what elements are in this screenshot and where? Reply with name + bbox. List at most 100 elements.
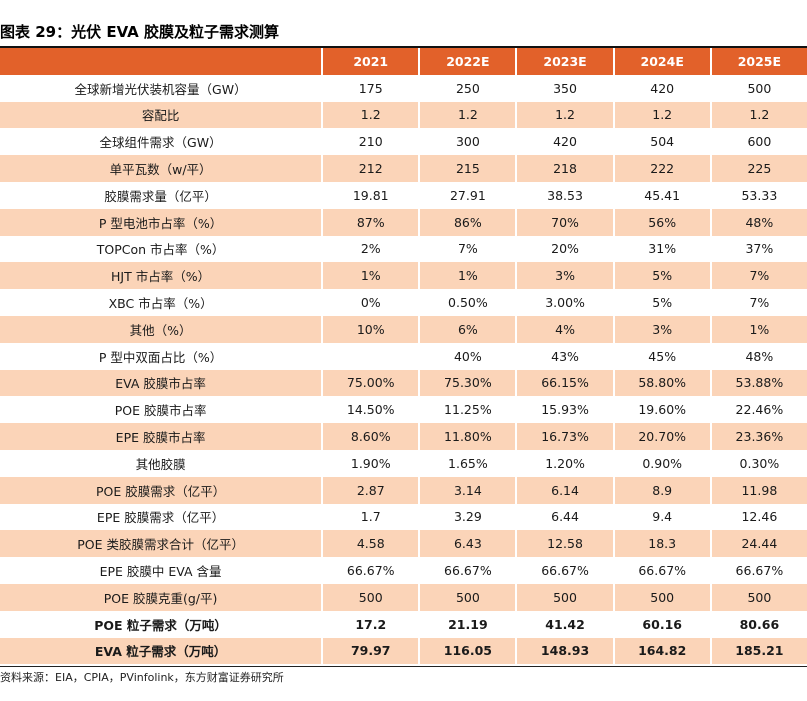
table-cell: 210 [321, 128, 419, 156]
table-cell: 0.30% [709, 449, 807, 477]
row-label: HJT 市占率（%） [0, 262, 322, 290]
table-cell: 0% [321, 289, 419, 316]
row-label: 其他胶膜 [0, 449, 322, 477]
table-cell [321, 342, 419, 370]
table-cell: 1.90% [321, 449, 419, 477]
table-cell: 600 [709, 128, 807, 156]
table-cell: 3.14 [418, 476, 516, 504]
table-cell: 420 [612, 74, 710, 102]
table-cell: 37% [709, 235, 807, 263]
table-cell: 66.67% [612, 557, 710, 584]
table-cell: 1.2 [418, 101, 516, 129]
table-cell: 500 [418, 583, 516, 611]
table-row: EPE 胶膜市占率 8.60% 11.80% 16.73% 20.70% 23.36% [0, 423, 807, 450]
table-cell: 9.4 [612, 503, 710, 531]
table-row: P 型中双面占比（%） 40% 43% 45% 48% [0, 342, 807, 370]
row-label: 全球组件需求（GW） [0, 128, 322, 156]
table-cell: 45% [612, 342, 710, 370]
row-label: EVA 粒子需求（万吨） [0, 637, 322, 665]
table-cell: 5% [612, 262, 710, 290]
table-cell: 58.80% [612, 369, 710, 397]
row-label: 胶膜需求量（亿平） [0, 181, 322, 209]
table-row: 全球新增光伏装机容量（GW） 175 250 350 420 500 [0, 74, 807, 102]
table-cell: 1.2 [515, 101, 613, 129]
column-header: 2024E [612, 48, 710, 75]
table-row: EPE 胶膜需求（亿平） 1.7 3.29 6.44 9.4 12.46 [0, 503, 807, 531]
column-header: 2022E [418, 48, 516, 75]
row-label: POE 类胶膜需求合计（亿平） [0, 530, 322, 558]
table-cell: 43% [515, 342, 613, 370]
table-cell: 8.60% [321, 423, 419, 450]
table-cell: 1.2 [321, 101, 419, 129]
table-cell: 300 [418, 128, 516, 156]
row-label: EVA 胶膜市占率 [0, 369, 322, 397]
table-row: 容配比 1.2 1.2 1.2 1.2 1.2 [0, 101, 807, 129]
table-row: P 型电池市占率（%） 87% 86% 70% 56% 48% [0, 208, 807, 236]
table-row: POE 粒子需求（万吨） 17.2 21.19 41.42 60.16 80.66 [0, 610, 807, 638]
column-header: 2023E [515, 48, 613, 75]
table-cell: 6.44 [515, 503, 613, 531]
table-cell: 27.91 [418, 181, 516, 209]
table-row: 胶膜需求量（亿平） 19.81 27.91 38.53 45.41 53.33 [0, 181, 807, 209]
table-cell: 500 [709, 583, 807, 611]
data-table: 2021 2022E 2023E 2024E 2025E 全球新增光伏装机容量（… [0, 48, 807, 665]
table-cell: 218 [515, 155, 613, 182]
table-cell: 12.58 [515, 530, 613, 558]
table-cell: 8.9 [612, 476, 710, 504]
table-cell: 6.14 [515, 476, 613, 504]
table-cell: 11.98 [709, 476, 807, 504]
table-cell: 4.58 [321, 530, 419, 558]
table-cell: 3% [612, 315, 710, 343]
table-cell: 7% [709, 289, 807, 316]
table-cell: 56% [612, 208, 710, 236]
table-cell: 420 [515, 128, 613, 156]
table-cell: 22.46% [709, 396, 807, 424]
table-cell: 185.21 [709, 637, 807, 665]
table-cell: 175 [321, 74, 419, 102]
row-label: EPE 胶膜中 EVA 含量 [0, 557, 322, 584]
row-label: EPE 胶膜需求（亿平） [0, 503, 322, 531]
row-label: 容配比 [0, 101, 322, 129]
row-label: POE 粒子需求（万吨） [0, 610, 322, 638]
table-row: POE 胶膜需求（亿平） 2.87 3.14 6.14 8.9 11.98 [0, 476, 807, 504]
table-cell: 19.60% [612, 396, 710, 424]
table-cell: 250 [418, 74, 516, 102]
table-cell: 16.73% [515, 423, 613, 450]
table-cell: 45.41 [612, 181, 710, 209]
header-row: 2021 2022E 2023E 2024E 2025E [0, 48, 807, 75]
row-label: P 型中双面占比（%） [0, 342, 322, 370]
table-cell: 19.81 [321, 181, 419, 209]
table-cell: 48% [709, 208, 807, 236]
table-cell: 66.67% [709, 557, 807, 584]
table-cell: 148.93 [515, 637, 613, 665]
table-cell: 38.53 [515, 181, 613, 209]
table-cell: 1.2 [612, 101, 710, 129]
table-cell: 66.67% [418, 557, 516, 584]
table-cell: 20.70% [612, 423, 710, 450]
row-label: POE 胶膜克重(g/平) [0, 583, 322, 611]
table-row: 全球组件需求（GW） 210 300 420 504 600 [0, 128, 807, 156]
bottom-rule [0, 666, 807, 667]
table-cell: 212 [321, 155, 419, 182]
table-cell: 15.93% [515, 396, 613, 424]
table-cell: 3.29 [418, 503, 516, 531]
table-cell: 1.65% [418, 449, 516, 477]
table-row: HJT 市占率（%） 1% 1% 3% 5% 7% [0, 262, 807, 290]
table-cell: 164.82 [612, 637, 710, 665]
table-cell: 75.00% [321, 369, 419, 397]
table-row: EVA 粒子需求（万吨） 79.97 116.05 148.93 164.82 185.2… [0, 637, 807, 665]
table-row: EPE 胶膜中 EVA 含量 66.67% 66.67% 66.67% 66.67% 66… [0, 557, 807, 584]
table-cell: 31% [612, 235, 710, 263]
table-cell: 11.80% [418, 423, 516, 450]
table-row: EVA 胶膜市占率 75.00% 75.30% 66.15% 58.80% 53.88% [0, 369, 807, 397]
row-label: 其他（%） [0, 315, 322, 343]
table-row: POE 胶膜市占率 14.50% 11.25% 15.93% 19.60% 22.46% [0, 396, 807, 424]
row-label: POE 胶膜需求（亿平） [0, 476, 322, 504]
column-header: 2025E [709, 48, 807, 75]
table-cell: 3% [515, 262, 613, 290]
table-cell: 53.88% [709, 369, 807, 397]
header-corner [0, 48, 322, 75]
table-row: 其他（%） 10% 6% 4% 3% 1% [0, 315, 807, 343]
table-cell: 0.50% [418, 289, 516, 316]
table-cell: 79.97 [321, 637, 419, 665]
